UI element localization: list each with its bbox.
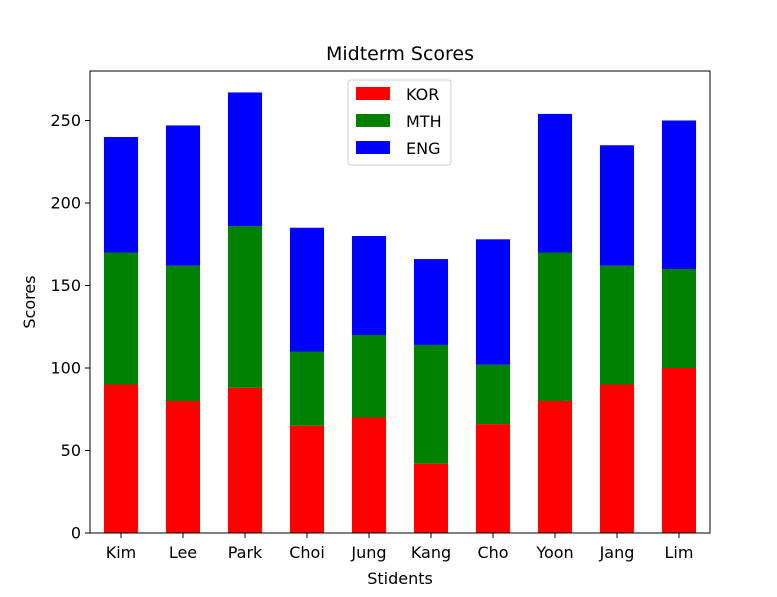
legend-label-kor: KOR (406, 85, 439, 104)
bar-kor-jung (351, 417, 387, 533)
y-tick-label: 50 (61, 441, 81, 460)
bar-eng-jang (599, 145, 635, 266)
x-tick-label: Lim (665, 543, 694, 562)
legend-label-eng: ENG (406, 139, 440, 158)
bar-eng-kim (103, 137, 139, 253)
x-tick-label: Park (228, 543, 263, 562)
x-tick-label: Yoon (535, 543, 573, 562)
x-tick-label: Cho (477, 543, 508, 562)
bar-kor-lee (165, 401, 201, 533)
y-tick-label: 0 (71, 524, 81, 543)
plot-frame (89, 70, 711, 534)
x-tick-label: Kang (411, 543, 451, 562)
y-tick-label: 150 (50, 276, 81, 295)
bar-mth-cho (475, 364, 511, 425)
bar-eng-lim (661, 120, 697, 269)
y-tick-label: 250 (50, 111, 81, 130)
bar-mth-lee (165, 265, 201, 401)
bar-kor-kang (413, 463, 449, 533)
x-axis-label: Stidents (367, 569, 433, 588)
x-tick-label: Kim (106, 543, 137, 562)
bar-mth-jang (599, 265, 635, 385)
x-tick-label: Lee (169, 543, 197, 562)
bar-kor-yoon (537, 401, 573, 533)
bar-mth-kim (103, 252, 139, 385)
bar-kor-kim (103, 384, 139, 533)
bar-eng-lee (165, 125, 201, 266)
bar-kor-jang (599, 384, 635, 533)
bar-eng-choi (289, 227, 325, 352)
bars-group (103, 92, 697, 533)
bar-kor-cho (475, 424, 511, 533)
x-tick-label: Jung (350, 543, 386, 562)
y-axis-label: Scores (20, 275, 39, 328)
bar-mth-jung (351, 335, 387, 418)
chart-title: Midterm Scores (326, 43, 474, 65)
y-tick-label: 100 (50, 359, 81, 378)
bar-eng-kang (413, 259, 449, 345)
bar-mth-choi (289, 351, 325, 426)
x-tick-label: Choi (289, 543, 325, 562)
bar-mth-lim (661, 269, 697, 368)
bar-eng-yoon (537, 113, 573, 253)
y-axis: 0 50 100 150 200 250 (50, 111, 90, 543)
legend-label-mth: MTH (406, 112, 442, 131)
legend-swatch-kor (356, 87, 390, 100)
bar-eng-park (227, 92, 263, 227)
bar-kor-park (227, 387, 263, 533)
bar-mth-kang (413, 344, 449, 464)
bar-kor-lim (661, 368, 697, 533)
legend-swatch-eng (356, 141, 390, 154)
bar-mth-yoon (537, 252, 573, 401)
x-axis: Kim Lee Park Choi Jung Kang Cho Yoon Jang Lim (106, 533, 694, 562)
x-tick-label: Jang (599, 543, 635, 562)
bar-kor-choi (289, 425, 325, 533)
legend: KOR MTH ENG (347, 79, 452, 166)
bar-eng-jung (351, 236, 387, 335)
legend-swatch-mth (356, 114, 390, 127)
bar-eng-cho (475, 239, 511, 365)
y-tick-label: 200 (50, 194, 81, 213)
bar-mth-park (227, 226, 263, 388)
